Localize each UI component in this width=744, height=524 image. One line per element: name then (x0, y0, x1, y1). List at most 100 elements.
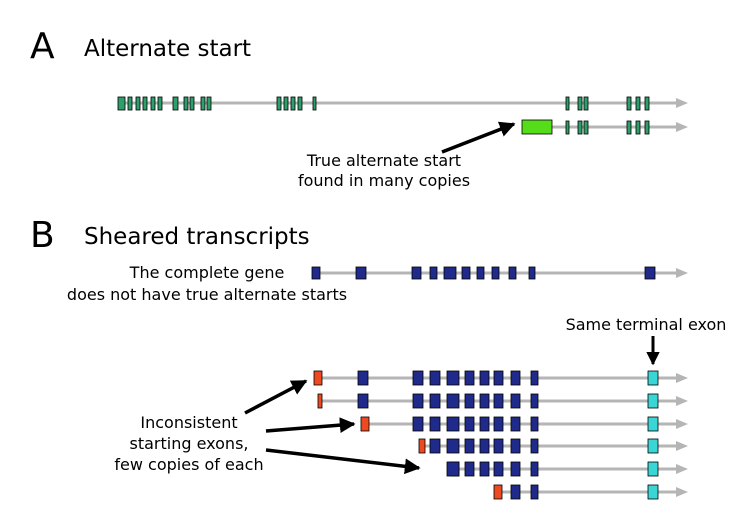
exon-box (413, 417, 423, 431)
terminal-exon (648, 417, 658, 431)
exon-box (584, 97, 588, 110)
terminal-exon-label: Same terminal exon (566, 315, 727, 334)
starting-exon (419, 439, 425, 453)
exon-box (447, 417, 459, 431)
exon-box (645, 97, 649, 110)
exon-box (447, 462, 459, 476)
transcript-arrowhead (676, 98, 688, 108)
terminal-exon (648, 394, 658, 408)
exon-box (277, 97, 281, 110)
exon-box (465, 439, 474, 453)
exon-box (578, 97, 582, 110)
terminal-exon (648, 462, 658, 476)
exon-box (151, 97, 155, 110)
panel-a-letter: A (30, 26, 55, 67)
true-start-label-line1: True alternate start (306, 151, 461, 170)
exon-box (509, 267, 516, 279)
complete-gene-transcript (312, 268, 688, 278)
exon-box (584, 121, 588, 134)
alternate-start-exon (522, 120, 552, 134)
exon-box (494, 462, 503, 476)
exon-box (312, 267, 320, 279)
exon-box (494, 394, 503, 408)
exon-box (462, 267, 470, 279)
exon-box (465, 417, 474, 431)
exon-box (190, 97, 194, 110)
exon-box (430, 394, 440, 408)
exon-box (430, 371, 440, 385)
exon-box (511, 485, 520, 499)
exon-box (636, 121, 640, 134)
exon-box (477, 267, 484, 279)
exon-box (494, 439, 503, 453)
exon-box (447, 394, 459, 408)
exon-box (358, 394, 368, 408)
transcript-arrowhead (676, 373, 688, 383)
exon-box (531, 439, 538, 453)
transcript-arrowhead (676, 487, 688, 497)
inconsistent-label-line3: few copies of each (114, 455, 263, 474)
inconsistent-arrow-2 (266, 424, 354, 431)
exon-box (627, 97, 631, 110)
exon-box (480, 462, 489, 476)
exon-box (636, 97, 640, 110)
exon-box (494, 371, 503, 385)
exon-box (447, 371, 459, 385)
true-start-arrow (442, 124, 514, 152)
exon-box (511, 371, 520, 385)
exon-box (511, 462, 520, 476)
exon-box (284, 97, 288, 110)
inconsistent-label-line2: starting exons, (130, 434, 249, 453)
exon-box (118, 97, 125, 110)
exon-box (465, 394, 474, 408)
exon-box (465, 462, 474, 476)
starting-exon (494, 485, 502, 499)
exon-box (480, 371, 489, 385)
inconsistent-arrow-1 (245, 381, 306, 413)
exon-box (529, 267, 535, 279)
exon-box (143, 97, 147, 110)
inconsistent-label-line1: Inconsistent (140, 413, 237, 432)
exon-box (531, 485, 538, 499)
exon-box (201, 97, 205, 110)
starting-exon (314, 371, 322, 385)
exon-box (578, 121, 582, 134)
exon-box (531, 394, 538, 408)
panel-b-title: Sheared transcripts (84, 224, 310, 250)
exon-box (430, 439, 440, 453)
terminal-exon (648, 485, 658, 499)
panel-a-title: Alternate start (84, 36, 251, 62)
exon-box (511, 394, 520, 408)
exon-box (492, 267, 499, 279)
transcript-arrowhead (676, 464, 688, 474)
exon-box (531, 417, 538, 431)
starting-exon (361, 417, 369, 431)
panel-b-letter: B (30, 215, 55, 256)
exon-box (430, 417, 440, 431)
exon-box (413, 371, 423, 385)
exon-box (298, 97, 302, 110)
exon-box (207, 97, 211, 110)
exon-box (511, 439, 520, 453)
true-start-label-line2: found in many copies (298, 171, 470, 190)
exon-box (645, 267, 655, 279)
exon-box (480, 394, 489, 408)
exon-box (645, 121, 649, 134)
transcript-arrowhead (676, 268, 688, 278)
exon-box (480, 439, 489, 453)
exon-box (465, 371, 474, 385)
transcript-arrowhead (676, 419, 688, 429)
exon-box (566, 97, 569, 110)
exon-box (430, 267, 437, 279)
exon-box (531, 371, 538, 385)
exon-box (566, 121, 569, 134)
sheared-transcript-3 (361, 419, 688, 429)
exon-box (511, 417, 520, 431)
exon-box (447, 439, 459, 453)
exon-box (128, 97, 132, 110)
complete-gene-label-line2: does not have true alternate starts (67, 285, 347, 304)
exon-box (184, 97, 188, 110)
exon-box (412, 267, 421, 279)
exon-box (356, 267, 366, 279)
